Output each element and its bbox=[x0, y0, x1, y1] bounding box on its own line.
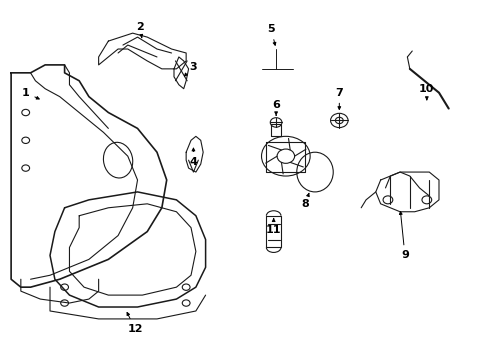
Text: 2: 2 bbox=[136, 22, 143, 38]
Text: 5: 5 bbox=[267, 24, 275, 45]
Text: 7: 7 bbox=[335, 88, 343, 109]
Text: 11: 11 bbox=[265, 219, 281, 235]
Text: 8: 8 bbox=[301, 193, 308, 209]
Text: 1: 1 bbox=[22, 88, 39, 99]
Text: 4: 4 bbox=[189, 148, 197, 167]
Text: 12: 12 bbox=[127, 312, 142, 334]
Text: 9: 9 bbox=[399, 212, 408, 260]
Text: 3: 3 bbox=[184, 62, 197, 76]
Text: 10: 10 bbox=[418, 84, 434, 100]
Text: 6: 6 bbox=[272, 100, 280, 115]
